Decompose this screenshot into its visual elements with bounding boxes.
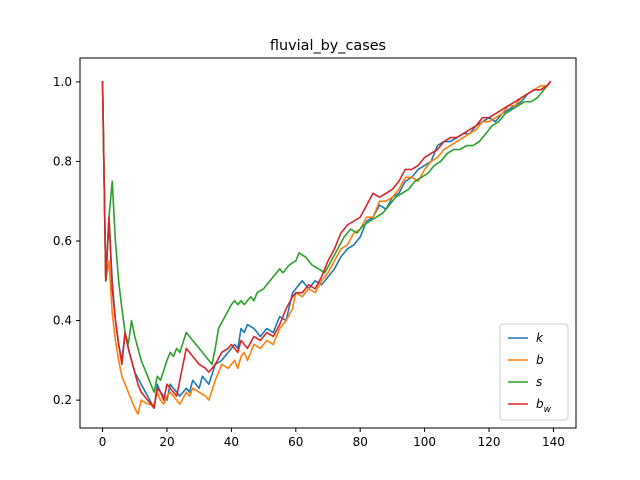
series-line-2 [101,80,552,415]
series-line-4 [101,80,552,409]
y-tick-label: 0.2 [53,393,72,407]
x-tick-label: 80 [353,435,368,449]
x-tick-label: 140 [542,435,565,449]
chart-title: fluvial_by_cases [270,38,386,54]
plot-area-frame [79,57,577,429]
x-tick-label: 40 [224,435,239,449]
y-tick-label: 0.8 [53,154,72,168]
series-line-3 [101,80,552,393]
y-tick-label: 0.6 [53,234,72,248]
legend-label-subscript: w [544,405,552,415]
legend-label-text: b [536,353,544,367]
legend-label: k [536,331,544,345]
y-axis: 0.2 0.4 0.6 0.8 1.0 [53,75,80,407]
y-tick-label: 0.4 [53,314,72,328]
legend-label-text: k [536,331,544,345]
x-tick-label: 20 [159,435,174,449]
y-tick-label: 1.0 [53,75,72,89]
x-tick-label: 100 [413,435,436,449]
legend-label: bw [536,397,552,415]
legend-label-text: b [536,397,544,411]
series-layer [101,80,552,415]
legend-label-text: s [536,375,542,389]
legend-box [499,323,569,421]
x-axis: 0 20 40 60 80 100 120 140 [99,428,565,449]
legend-label: s [536,375,542,389]
x-tick-label: 0 [99,435,107,449]
x-tick-label: 60 [288,435,303,449]
x-tick-label: 120 [478,435,501,449]
legend-label: b [536,353,544,367]
